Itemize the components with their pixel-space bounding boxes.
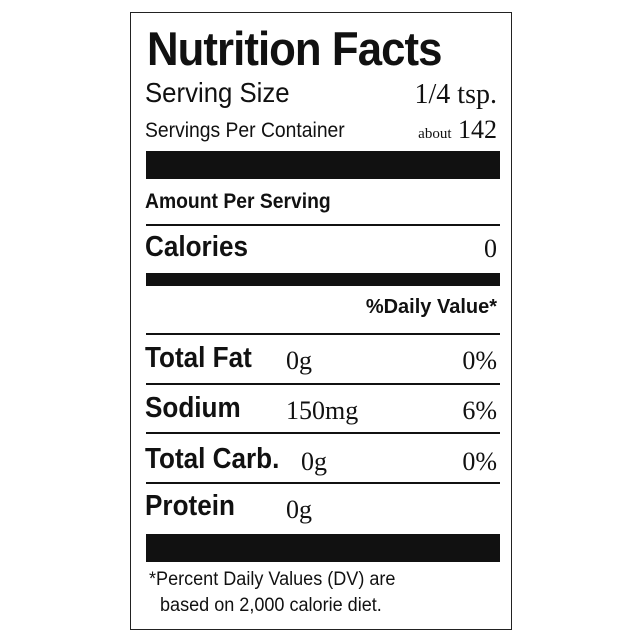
label-title: Nutrition Facts <box>147 22 442 75</box>
nutrient-dv: 0% <box>462 346 497 375</box>
nutrient-name: Total Carb. <box>145 443 280 475</box>
serving-size-label: Serving Size <box>145 77 290 108</box>
divider <box>146 224 500 226</box>
divider <box>146 333 500 335</box>
footnote-line-2: based on 2,000 calorie diet. <box>160 595 382 616</box>
nutrition-facts-label: Nutrition Facts Serving Size 1/4 tsp. Se… <box>130 12 512 630</box>
nutrient-amount: 0g <box>286 495 312 524</box>
daily-value-header: %Daily Value* <box>365 296 497 318</box>
servings-prefix: about <box>418 126 452 142</box>
serving-size-value: 1/4 tsp. <box>414 79 497 110</box>
nutrient-amount: 0g <box>301 447 327 476</box>
nutrient-amount: 150mg <box>286 396 359 425</box>
thick-divider <box>146 151 500 179</box>
medium-divider <box>146 273 500 286</box>
nutrient-name: Protein <box>145 490 235 522</box>
nutrient-name: Sodium <box>145 392 241 424</box>
divider <box>146 432 500 434</box>
amount-per-serving: Amount Per Serving <box>145 190 331 213</box>
divider <box>146 482 500 484</box>
nutrient-amount: 0g <box>286 346 312 375</box>
thick-divider <box>146 534 500 562</box>
calories-value: 0 <box>484 234 497 263</box>
footnote-line-1: *Percent Daily Values (DV) are <box>149 569 396 590</box>
calories-label: Calories <box>145 231 249 263</box>
nutrient-name: Total Fat <box>145 342 252 374</box>
servings-count: 142 <box>458 115 497 144</box>
nutrient-dv: 0% <box>462 447 497 476</box>
nutrient-dv: 6% <box>462 396 497 425</box>
divider <box>146 383 500 385</box>
servings-per-container-value: about 142 <box>418 115 497 145</box>
servings-per-container-label: Servings Per Container <box>145 119 345 142</box>
